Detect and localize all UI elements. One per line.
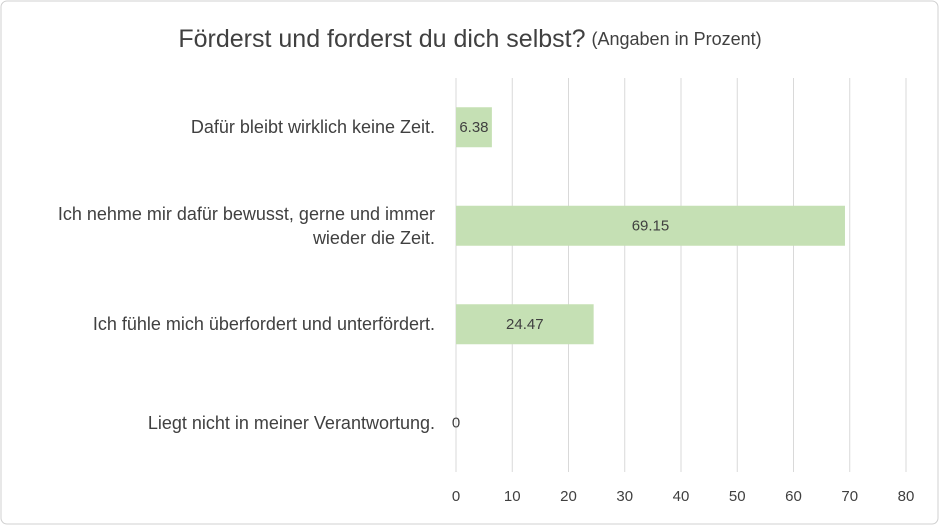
x-tick-label: 60 [785, 488, 802, 505]
x-tick-label: 40 [673, 488, 690, 505]
x-tick-label: 80 [898, 488, 915, 505]
value-label: 24.47 [506, 316, 544, 333]
x-tick-label: 10 [504, 488, 521, 505]
x-tick-label: 50 [729, 488, 746, 505]
x-tick-label: 20 [560, 488, 577, 505]
value-label: 6.38 [459, 119, 488, 136]
bar [456, 205, 845, 246]
chart-title: Förderst und forderst du dich selbst? [178, 25, 585, 53]
x-tick-label: 0 [452, 488, 460, 505]
y-tick-label: Dafür bleibt wirklich keine Zeit. [190, 117, 435, 138]
y-tick-label: Ich nehme mir dafür bewusst, gerne und i… [57, 203, 435, 248]
chart-subtitle: (Angaben in Prozent) [592, 29, 762, 49]
y-tick-label: Ich fühle mich überfordert und unterförd… [92, 314, 435, 335]
value-label: 69.15 [632, 218, 670, 235]
value-label: 0 [452, 415, 460, 432]
chart-title-line: Förderst und forderst du dich selbst? (An… [178, 25, 761, 53]
bar [456, 304, 594, 345]
bar [456, 107, 492, 148]
y-tick-label: Liegt nicht in meiner Verantwortung. [147, 412, 435, 433]
x-tick-label: 30 [616, 488, 633, 505]
x-tick-label: 70 [841, 488, 858, 505]
